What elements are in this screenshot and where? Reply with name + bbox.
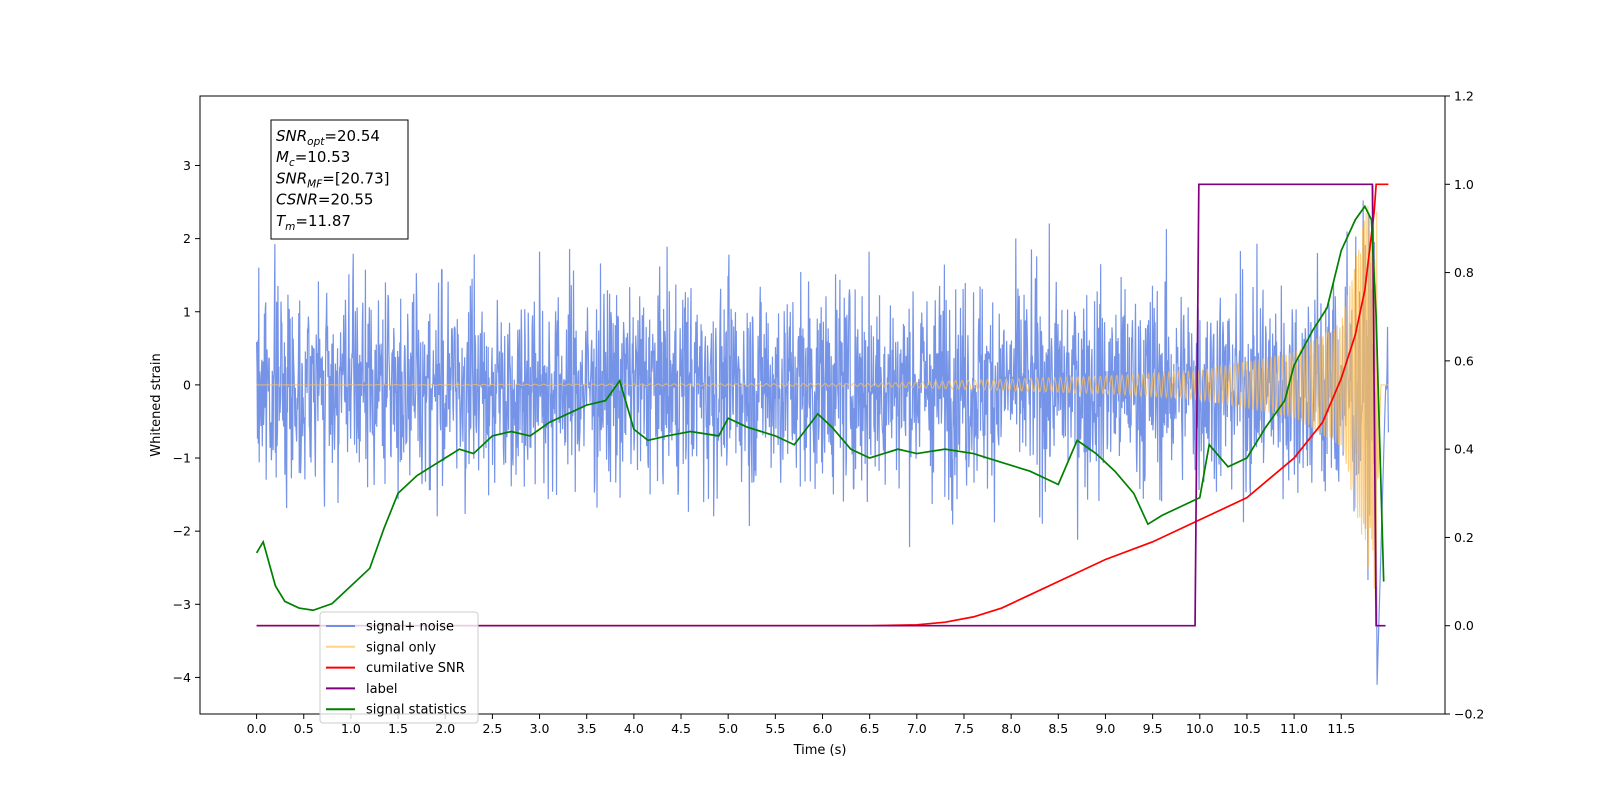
y-axis-left: −4 −3 −2 −1 0 1 2 3 — [173, 158, 200, 685]
x-tick-label: 0.5 — [294, 721, 314, 736]
x-tick-label: 6.0 — [813, 721, 833, 736]
annotation-line: Tm=11.87 — [276, 212, 351, 233]
x-tick-label: 4.5 — [671, 721, 691, 736]
legend-label: cumilative SNR — [366, 661, 465, 676]
annotation-value: =20.54 — [324, 127, 380, 145]
y-tick-label-right: −0.2 — [1454, 707, 1484, 722]
y-tick-label-left: 1 — [183, 304, 191, 319]
annotation-value: =[20.73] — [322, 169, 389, 187]
annotation-subscript: opt — [307, 136, 325, 148]
annotation-line: Mc=10.53 — [276, 148, 350, 169]
series-signal-only — [256, 184, 1389, 600]
annotation-line: SNRopt=20.54 — [276, 127, 380, 148]
annotation-symbol: CSNR — [276, 191, 318, 209]
x-tick-label: 8.0 — [1001, 721, 1021, 736]
x-tick-label: 1.5 — [388, 721, 408, 736]
y-tick-label-left: −2 — [173, 524, 191, 539]
y-axis-title: Whitened strain — [149, 353, 164, 456]
legend-label: signal+ noise — [366, 620, 454, 635]
x-tick-label: 11.0 — [1280, 721, 1308, 736]
plot-data-layer — [255, 183, 1390, 685]
legend-frame — [319, 611, 479, 724]
y-tick-label-right: 0.6 — [1454, 353, 1474, 368]
legend-label: signal only — [366, 640, 436, 655]
x-tick-label: 5.5 — [765, 721, 785, 736]
annotation-line: CSNR=20.55 — [276, 191, 373, 209]
annotation-box: SNRopt=20.54Mc=10.53SNRMF=[20.73]CSNR=20… — [270, 119, 409, 240]
legend-label: signal statistics — [366, 703, 467, 718]
y-tick-label-left: 0 — [183, 377, 191, 392]
x-tick-label: 3.0 — [530, 721, 550, 736]
x-tick-label: 7.5 — [954, 721, 974, 736]
x-tick-label: 2.0 — [435, 721, 455, 736]
y-axis-right: −0.2 0.0 0.2 0.4 0.6 0.8 1.0 1.2 — [1445, 89, 1484, 722]
legend-label: label — [366, 682, 397, 697]
annotation-symbol: T — [276, 212, 287, 230]
y-tick-label-right: 1.2 — [1454, 89, 1474, 104]
x-tick-label: 3.5 — [577, 721, 597, 736]
annotation-value: =20.55 — [318, 191, 374, 209]
annotation-subscript: MF — [307, 178, 323, 190]
y-tick-label-left: −1 — [173, 451, 191, 466]
y-tick-label-right: 0.0 — [1454, 618, 1474, 633]
series-signal-noise — [255, 200, 1390, 685]
x-tick-label: 1.0 — [341, 721, 361, 736]
x-tick-label: 6.5 — [860, 721, 880, 736]
series-label — [256, 183, 1386, 627]
x-tick-label: 7.0 — [907, 721, 927, 736]
series-signal-only-line — [256, 184, 1389, 600]
series-signal-noise-line — [255, 200, 1390, 685]
y-tick-label-right: 0.8 — [1454, 265, 1474, 280]
x-tick-label: 9.0 — [1096, 721, 1116, 736]
annotation-value: =10.53 — [295, 148, 351, 166]
series-signal-statistics — [255, 204, 1385, 612]
annotation-symbol: SNR — [276, 127, 307, 145]
x-axis: 0.0 0.5 1.0 1.5 2.0 2.5 3.0 3.5 4.0 4.5 5.0 5.5 6.0 6… — [247, 714, 1355, 736]
x-tick-label: 5.0 — [718, 721, 738, 736]
annotation-subscript: c — [289, 157, 295, 169]
y-tick-label-left: −4 — [173, 670, 191, 685]
x-tick-label: 10.5 — [1233, 721, 1261, 736]
x-tick-label: 0.0 — [247, 721, 267, 736]
annotation-symbol: SNR — [276, 169, 307, 187]
legend: signal+ noise signal only cumilative SNR la… — [319, 611, 479, 724]
annotation-line: SNRMF=[20.73] — [276, 169, 390, 190]
y-tick-label-right: 0.4 — [1454, 442, 1474, 457]
x-tick-label: 11.5 — [1327, 721, 1355, 736]
x-tick-label: 2.5 — [482, 721, 502, 736]
y-tick-label-left: 2 — [183, 231, 191, 246]
annotation-subscript: m — [285, 221, 295, 233]
x-tick-label: 10.0 — [1186, 721, 1214, 736]
y-tick-label-left: −3 — [173, 597, 191, 612]
annotation-value: =11.87 — [295, 212, 351, 230]
x-axis-title: Time (s) — [793, 743, 847, 758]
x-tick-label: 8.5 — [1048, 721, 1068, 736]
y-tick-label-right: 0.2 — [1454, 530, 1474, 545]
annotation-frame — [270, 119, 409, 240]
x-tick-label: 9.5 — [1143, 721, 1163, 736]
y-tick-label-right: 1.0 — [1454, 177, 1474, 192]
annotation-symbol: M — [276, 148, 289, 166]
y-tick-label-left: 3 — [183, 158, 191, 173]
x-tick-label: 4.0 — [624, 721, 644, 736]
